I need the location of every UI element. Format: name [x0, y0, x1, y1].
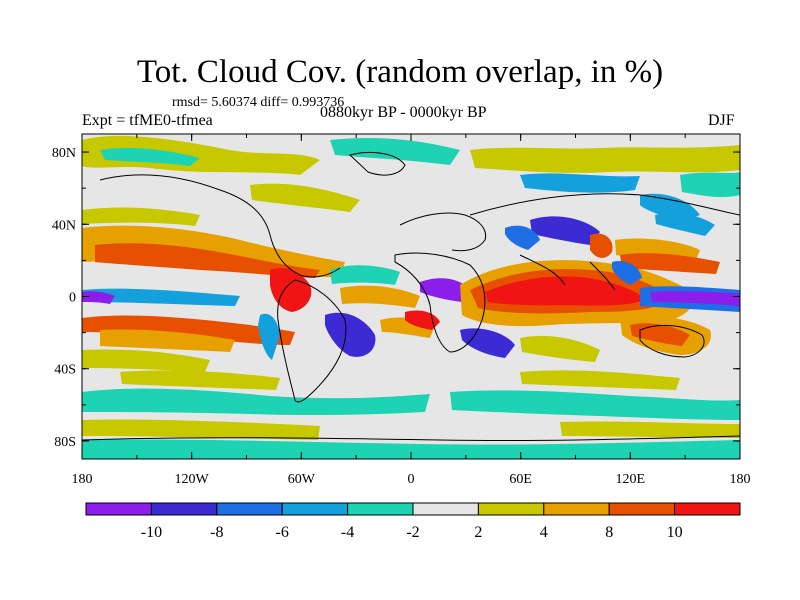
colorbar-label: 10 — [667, 524, 683, 541]
colorbar-label: 2 — [474, 524, 482, 541]
lat-tick-label: 80S — [54, 435, 76, 450]
colorbar-swatch — [216, 502, 283, 516]
colorbar-swatch — [674, 502, 741, 516]
lon-tick-label: 120W — [175, 472, 210, 487]
colorbar-swatch — [608, 502, 676, 516]
lon-tick-label: 0 — [408, 472, 415, 487]
coastlines — [82, 152, 740, 442]
colorbar-swatch — [412, 502, 479, 516]
colorbar: -10 -8 -6 -4 -2 2 4 8 10 — [85, 502, 741, 541]
lon-tick-label: 60W — [288, 472, 316, 487]
colorbar-label: -6 — [276, 524, 289, 541]
colorbar-label: -8 — [210, 524, 223, 541]
longitude-axis: 180 120W 60W 0 60E 120E 180 — [72, 134, 751, 487]
colorbar-swatch — [85, 502, 152, 516]
lon-tick-label: 120E — [616, 472, 646, 487]
season-label: DJF — [708, 112, 735, 129]
colorbar-swatch — [477, 502, 545, 516]
lat-tick-label: 80N — [52, 146, 76, 161]
lat-tick-label: 0 — [69, 291, 76, 306]
lat-tick-label: 40S — [54, 363, 76, 378]
lon-tick-label: 180 — [72, 472, 93, 487]
colorbar-label: -10 — [141, 524, 162, 541]
colorbar-label: 4 — [540, 524, 548, 541]
colorbar-swatch — [281, 502, 349, 516]
map-plot-area: 180 120W 60W 0 60E 120E 180 80N 40N 0 40S 80S — [52, 133, 751, 487]
lon-tick-label: 60E — [509, 472, 532, 487]
rmsd-diff-stats: rmsd= 5.60374 diff= 0.993736 — [172, 95, 345, 110]
colorbar-swatch — [543, 502, 610, 516]
latitude-axis: 80N 40N 0 40S 80S — [52, 146, 740, 450]
colorbar-label: -2 — [406, 524, 419, 541]
experiment-label: Expt = tfME0-tfmea — [82, 112, 213, 129]
colorbar-label: 8 — [605, 524, 613, 541]
colorbar-swatch — [150, 502, 218, 516]
colorbar-label: -4 — [341, 524, 354, 541]
lat-tick-label: 40N — [52, 218, 76, 233]
map-title: Tot. Cloud Cov. (random overlap, in %) — [136, 54, 664, 90]
period-label: 0880kyr BP - 0000kyr BP — [320, 104, 487, 121]
colorbar-swatch — [347, 502, 414, 516]
anomaly-field — [82, 135, 740, 459]
lon-tick-label: 180 — [730, 472, 751, 487]
